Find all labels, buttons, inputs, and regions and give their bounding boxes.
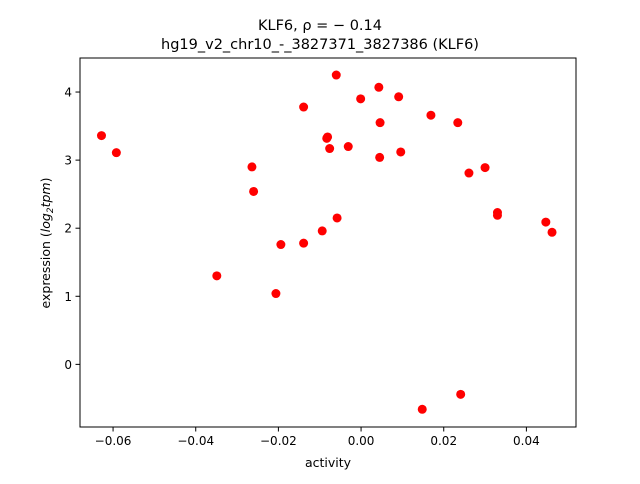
x-axis-ticks: −0.06 −0.04 −0.02 0.00 0.02 0.04 — [95, 427, 540, 448]
data-point-1 — [96, 131, 106, 141]
x-tick-label-1: −0.06 — [95, 434, 132, 448]
data-point-31 — [541, 217, 551, 227]
x-axis-label: activity — [305, 455, 352, 470]
y-tick-label-4: 3 — [64, 154, 72, 168]
y-tick-label-1: 0 — [64, 358, 72, 372]
data-point-28 — [480, 163, 490, 173]
y-axis-label-tpm: tpm — [38, 182, 53, 207]
data-point-15 — [332, 213, 342, 223]
y-tick-label-3: 2 — [64, 222, 72, 236]
data-point-23 — [417, 404, 427, 414]
data-point-20 — [375, 152, 385, 162]
y-axis-label: expression (log2tpm) — [38, 178, 56, 309]
y-axis-label-prefix: expression ( — [38, 232, 53, 308]
data-point-14 — [331, 70, 341, 80]
y-tick-label-2: 1 — [64, 290, 72, 304]
data-point-22 — [396, 147, 406, 157]
data-point-12 — [323, 132, 333, 142]
data-point-7 — [276, 240, 286, 250]
data-point-18 — [374, 82, 384, 92]
x-tick-label-5: 0.02 — [430, 434, 457, 448]
x-tick-label-3: −0.02 — [260, 434, 297, 448]
data-point-5 — [249, 186, 259, 196]
chart-title-line1: KLF6, ρ = − 0.14 — [258, 18, 382, 34]
y-axis-ticks: 0 1 2 3 4 — [64, 86, 80, 372]
data-point-4 — [247, 162, 257, 172]
data-point-2 — [111, 148, 121, 158]
data-point-3 — [212, 271, 222, 281]
data-point-24 — [426, 110, 436, 120]
plot-area-frame — [79, 57, 577, 428]
data-point-9 — [299, 238, 309, 248]
data-point-25 — [453, 118, 463, 128]
chart-title-line2: hg19_v2_chr10_-_3827371_3827386 (KLF6) — [161, 37, 479, 53]
data-point-17 — [356, 94, 366, 104]
data-point-13 — [325, 144, 335, 154]
y-axis-label-subscript: 2 — [46, 207, 56, 213]
data-point-19 — [375, 118, 385, 128]
y-tick-label-5: 4 — [64, 86, 72, 100]
x-tick-label-6: 0.04 — [513, 434, 540, 448]
data-point-8 — [299, 102, 309, 112]
y-axis-label-log: log — [38, 213, 53, 232]
data-point-27 — [464, 168, 474, 178]
data-point-32 — [547, 227, 557, 237]
data-point-16 — [343, 142, 353, 152]
x-tick-label-2: −0.04 — [177, 434, 214, 448]
data-point-30 — [492, 210, 502, 220]
y-axis-label-suffix: ) — [38, 178, 53, 183]
data-point-10 — [317, 226, 327, 236]
data-point-21 — [394, 92, 404, 102]
data-point-6 — [271, 289, 281, 299]
data-point-26 — [456, 389, 466, 399]
x-tick-label-4: 0.00 — [348, 434, 375, 448]
data-points — [96, 70, 557, 414]
